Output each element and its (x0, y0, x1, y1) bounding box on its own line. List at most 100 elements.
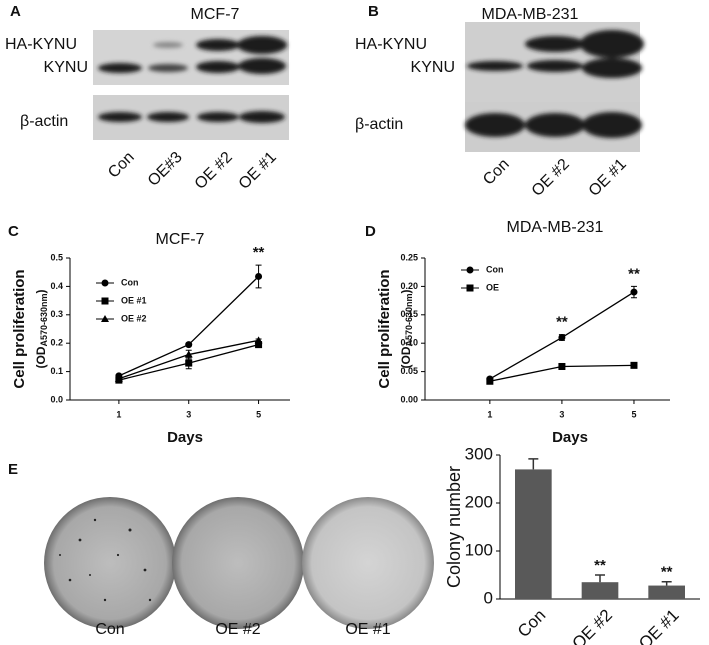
lane-label: OE #1 (586, 156, 630, 200)
x-tick-label: 5 (256, 409, 261, 419)
x-tick-label: Con (514, 606, 549, 641)
marker (255, 341, 263, 349)
legend-marker (466, 284, 474, 292)
marker (185, 341, 193, 349)
legend-marker (101, 297, 109, 305)
y-tick-label: 0.25 (400, 252, 418, 262)
x-tick-label: 1 (487, 409, 492, 419)
error-bar (595, 574, 605, 583)
y-axis-label: Colony number (444, 466, 464, 588)
marker (558, 334, 566, 342)
bar (581, 582, 619, 599)
blot-title: MCF-7 (191, 6, 240, 23)
lane-label: OE #1 (236, 149, 280, 193)
x-tick-label: OE #2 (568, 606, 616, 645)
unit-part: A570-630nm (404, 293, 414, 346)
lane-label: Con (105, 149, 138, 182)
panel-letter: B (368, 3, 379, 20)
y-tick-label: 0.3 (50, 309, 63, 319)
blot-title: MDA-MB-231 (482, 6, 579, 23)
dish-label: Con (95, 621, 124, 638)
y-tick-label: 0.15 (400, 309, 418, 319)
y-tick-label: 200 (465, 492, 493, 511)
lane-label: Con (480, 156, 513, 189)
marker (254, 336, 263, 344)
bar (648, 585, 685, 599)
legend-marker (101, 315, 109, 322)
y-tick-label: 0.20 (400, 281, 418, 291)
annotation: ** (556, 314, 568, 331)
y-tick-label: 300 (465, 444, 493, 463)
row-label: HA-KYNU (355, 36, 427, 53)
legend-marker (466, 266, 474, 274)
marker (114, 374, 123, 382)
annotation: ** (594, 557, 606, 574)
annotation: ** (253, 244, 265, 261)
panel-letter: D (365, 223, 376, 240)
marker (255, 272, 263, 280)
dish-label: OE #1 (345, 621, 390, 638)
unit-part: (OD (34, 346, 48, 368)
lane-label: OE #2 (529, 156, 573, 200)
marker (184, 350, 193, 358)
row-label: β-actin (355, 116, 403, 133)
row-label: HA-KYNU (5, 36, 77, 53)
legend-label: Con (121, 277, 139, 287)
marker (185, 359, 193, 367)
error-bar (528, 458, 539, 470)
y-tick-label: 0.5 (50, 252, 63, 262)
dish-label: OE #2 (215, 621, 260, 638)
chart-title: MDA-MB-231 (507, 219, 604, 236)
legend-label: OE (486, 282, 499, 292)
x-axis-label: Days (552, 429, 588, 446)
lane-label: OE#3 (145, 149, 186, 190)
dish (302, 497, 434, 629)
dish (44, 497, 176, 629)
unit-part: ) (399, 289, 413, 293)
x-axis-label: Days (167, 429, 203, 446)
y-axis-label: Cell proliferation (376, 269, 393, 388)
x-tick-label: 1 (116, 409, 121, 419)
legend-marker (101, 279, 109, 287)
x-tick-label: 5 (631, 409, 636, 419)
row-label: KYNU (44, 59, 88, 76)
y-tick-label: 0 (484, 588, 493, 607)
y-tick-label: 0.00 (400, 394, 418, 404)
x-tick-label: 3 (559, 409, 564, 419)
panel-letter: C (8, 223, 19, 240)
chart-title: MCF-7 (156, 231, 205, 248)
annotation: ** (628, 265, 640, 282)
marker (558, 362, 566, 370)
y-axis-unit: (ODA570-630nm) (34, 289, 49, 368)
marker (630, 288, 638, 296)
panel-letter: E (8, 461, 18, 478)
blot-images (93, 22, 644, 152)
unit-part: A570-630nm (39, 293, 49, 346)
y-tick-label: 0.4 (50, 281, 63, 291)
marker (486, 377, 494, 385)
y-tick-label: 0.10 (400, 338, 418, 348)
dish-images (44, 497, 434, 629)
marker (630, 361, 638, 369)
y-tick-label: 0.05 (400, 366, 418, 376)
legend-label: OE #2 (121, 313, 147, 323)
panel-letter: A (10, 3, 21, 20)
y-tick-label: 0.0 (50, 394, 63, 404)
y-tick-label: 100 (465, 540, 493, 559)
annotation: ** (661, 564, 673, 581)
error-bar (661, 580, 672, 586)
row-label: KYNU (411, 59, 455, 76)
y-axis-unit: (ODA570-630nm) (399, 289, 414, 368)
row-label: β-actin (20, 113, 68, 130)
dish (172, 497, 304, 629)
y-tick-label: 0.2 (50, 338, 63, 348)
legend-label: OE #1 (121, 295, 147, 305)
unit-part: (OD (399, 346, 413, 368)
x-tick-label: OE #1 (635, 606, 683, 645)
unit-part: ) (34, 289, 48, 293)
y-axis-label: Cell proliferation (11, 269, 28, 388)
bar (515, 469, 552, 599)
y-tick-label: 0.1 (50, 366, 63, 376)
x-tick-label: 3 (186, 409, 191, 419)
